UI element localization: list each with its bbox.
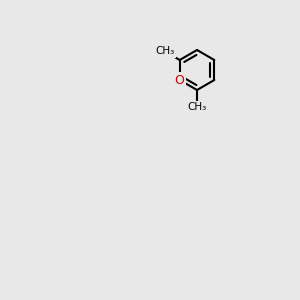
Text: CH₃: CH₃ — [188, 102, 207, 112]
Text: CH₃: CH₃ — [155, 46, 175, 56]
Text: O: O — [175, 74, 184, 86]
